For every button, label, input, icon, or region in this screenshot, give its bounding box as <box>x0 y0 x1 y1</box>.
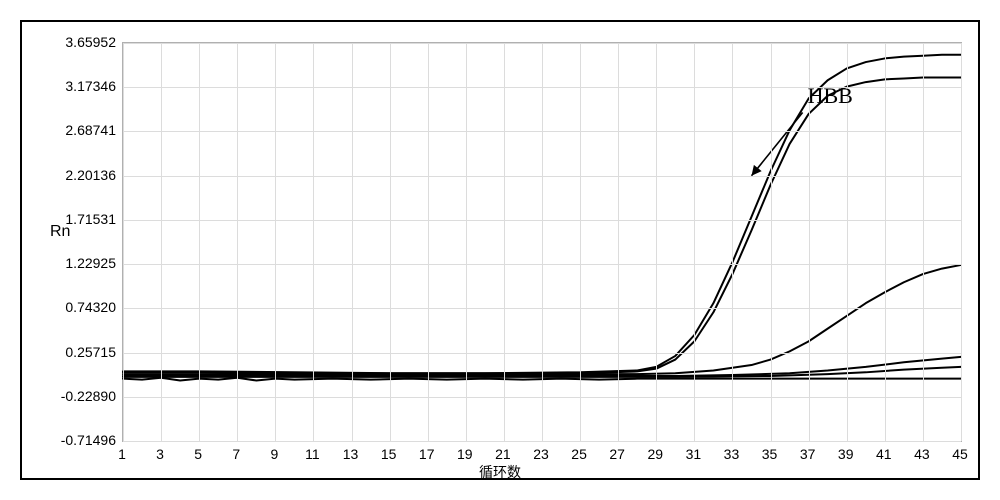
xtick-label: 17 <box>417 446 437 462</box>
gridline-v <box>161 43 162 441</box>
xtick-label: 23 <box>531 446 551 462</box>
xtick-label: 31 <box>683 446 703 462</box>
xtick-label: 41 <box>874 446 894 462</box>
xtick-label: 5 <box>188 446 208 462</box>
gridline-v <box>771 43 772 441</box>
gridline-v <box>275 43 276 441</box>
ytick-label: 1.71531 <box>36 211 116 227</box>
xtick-label: 43 <box>912 446 932 462</box>
xtick-label: 9 <box>264 446 284 462</box>
annotation-arrow-line <box>752 112 803 175</box>
xtick-label: 45 <box>950 446 970 462</box>
xtick-label: 25 <box>569 446 589 462</box>
ytick-label: 3.65952 <box>36 34 116 50</box>
xtick-label: 13 <box>341 446 361 462</box>
xtick-label: 37 <box>798 446 818 462</box>
gridline-v <box>123 43 124 441</box>
xtick-label: 21 <box>493 446 513 462</box>
annotation-hbb: HBB <box>808 83 853 109</box>
xtick-label: 15 <box>379 446 399 462</box>
ytick-label: 1.22925 <box>36 255 116 271</box>
ytick-label: 0.74320 <box>36 299 116 315</box>
gridline-v <box>466 43 467 441</box>
xtick-label: 27 <box>607 446 627 462</box>
ytick-label: 3.17346 <box>36 78 116 94</box>
gridline-v <box>542 43 543 441</box>
gridline-v <box>618 43 619 441</box>
gridline-h <box>123 441 961 442</box>
xtick-label: 29 <box>645 446 665 462</box>
gridline-v <box>656 43 657 441</box>
gridline-v <box>732 43 733 441</box>
gridline-v <box>237 43 238 441</box>
x-axis-label: 循环数 <box>22 462 978 482</box>
gridline-v <box>923 43 924 441</box>
xtick-label: 1 <box>112 446 132 462</box>
gridline-v <box>885 43 886 441</box>
gridline-v <box>352 43 353 441</box>
gridline-v <box>313 43 314 441</box>
gridline-v <box>961 43 962 441</box>
annotation-arrow-head <box>752 165 762 176</box>
gridline-v <box>428 43 429 441</box>
xtick-label: 7 <box>226 446 246 462</box>
ytick-label: 2.68741 <box>36 122 116 138</box>
xtick-label: 35 <box>760 446 780 462</box>
gridline-v <box>694 43 695 441</box>
gridline-v <box>199 43 200 441</box>
gridline-v <box>504 43 505 441</box>
ytick-label: 0.25715 <box>36 344 116 360</box>
xtick-label: 19 <box>455 446 475 462</box>
ytick-label: -0.71496 <box>36 432 116 448</box>
ytick-label: 2.20136 <box>36 167 116 183</box>
xtick-label: 11 <box>302 446 322 462</box>
xtick-label: 39 <box>836 446 856 462</box>
gridline-v <box>390 43 391 441</box>
gridline-v <box>580 43 581 441</box>
chart-frame: Rn 循环数 HBB -0.71496-0.228900.257150.7432… <box>20 20 980 480</box>
xtick-label: 3 <box>150 446 170 462</box>
xtick-label: 33 <box>721 446 741 462</box>
ytick-label: -0.22890 <box>36 388 116 404</box>
